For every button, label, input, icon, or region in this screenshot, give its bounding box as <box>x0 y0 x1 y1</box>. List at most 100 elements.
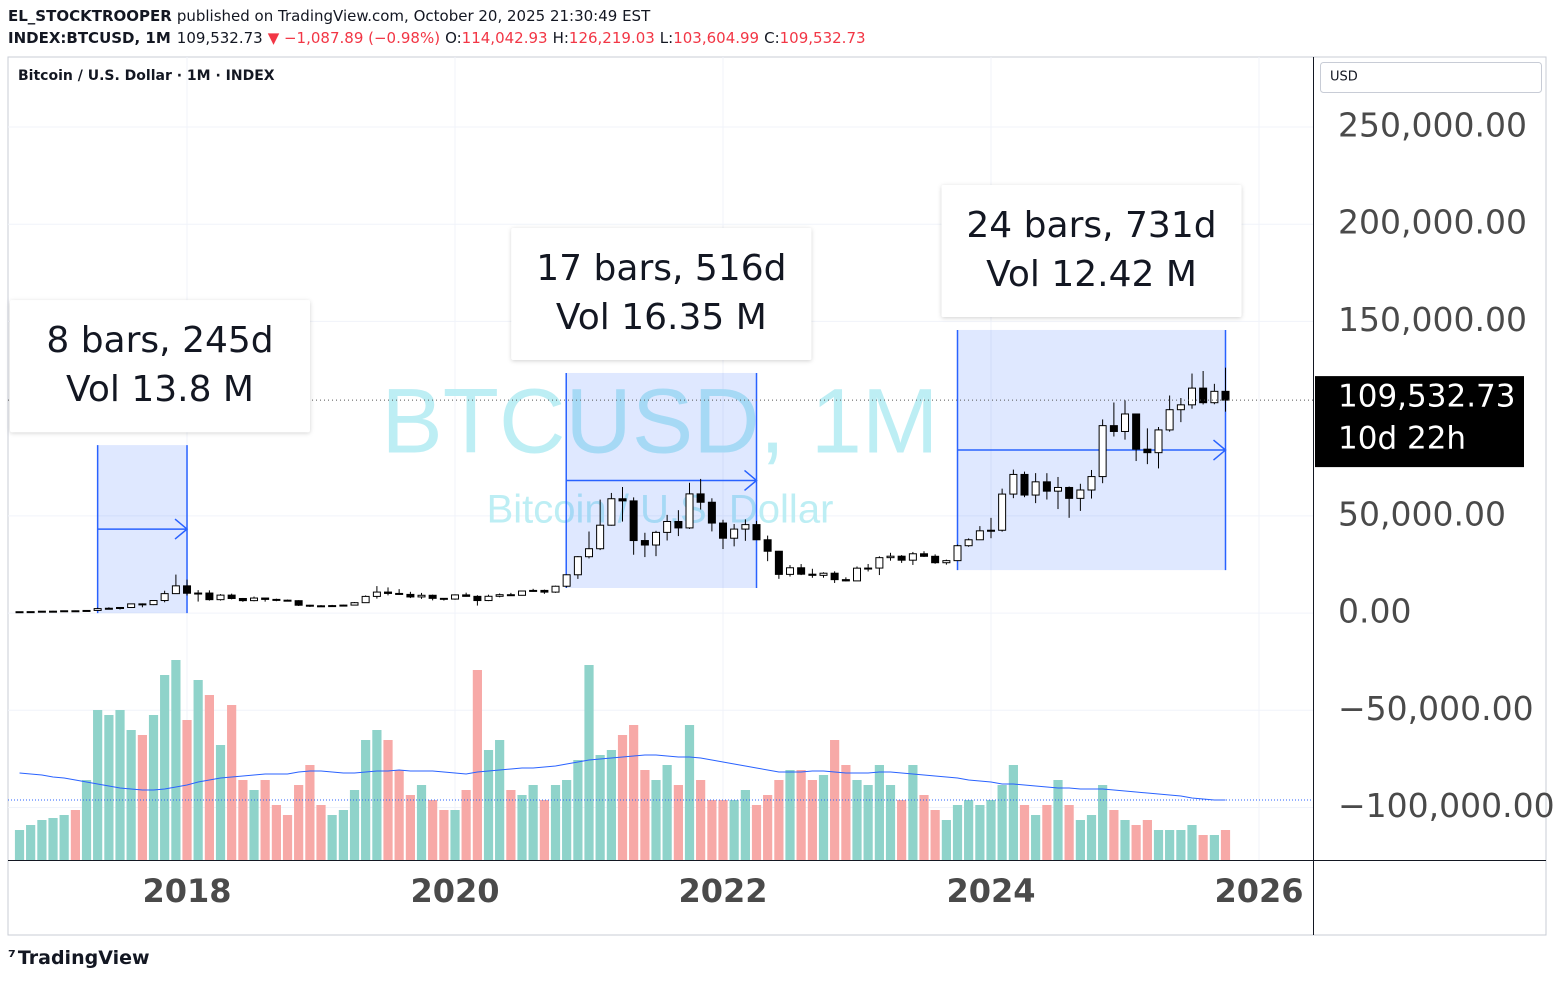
volume-bar <box>1220 830 1231 860</box>
volume-bar <box>874 765 884 860</box>
candle-body <box>372 591 381 597</box>
volume-bar <box>48 818 58 860</box>
candle-body <box>116 606 125 609</box>
volume-bar <box>126 730 136 860</box>
y-tick-label: −100,000.00 <box>1338 786 1555 825</box>
watermark-name: Bitcoin / U.S. Dollar <box>487 488 834 532</box>
candle-body <box>1199 387 1208 404</box>
volume-bar <box>1165 830 1175 860</box>
candle-body <box>439 597 448 600</box>
candle-body <box>417 594 426 598</box>
candle-body <box>1098 425 1107 478</box>
measure-label: Vol 12.42 M <box>986 254 1197 295</box>
volume-bar <box>1019 805 1030 860</box>
volume-bar <box>450 810 460 860</box>
volume-bar <box>294 785 304 860</box>
candle-body <box>1054 486 1063 492</box>
ohlc-label: C: <box>764 29 780 47</box>
volume-bar <box>14 830 25 860</box>
volume-bar <box>227 705 237 860</box>
measure-label-box <box>10 300 310 433</box>
candle-body <box>551 585 560 593</box>
volume-bar <box>472 670 482 860</box>
candle-body <box>864 567 873 570</box>
currency-box[interactable] <box>1320 62 1542 93</box>
volume-bar <box>37 820 47 860</box>
volume-bar <box>405 795 415 860</box>
candle-body <box>1132 413 1141 450</box>
candle-body <box>607 498 616 526</box>
candle-body <box>350 602 359 606</box>
x-tick-label: 2022 <box>678 872 767 910</box>
volume-bar <box>394 770 404 860</box>
y-tick-label: 150,000.00 <box>1338 300 1527 339</box>
volume-bar <box>629 725 639 860</box>
publisher: EL_STOCKTROOPER <box>8 7 172 25</box>
candle-body <box>797 567 806 575</box>
volume-bar <box>584 665 594 860</box>
candle-body <box>752 524 761 541</box>
candle-body <box>1042 481 1051 492</box>
candle-body <box>540 589 549 593</box>
volume-bar <box>841 765 851 860</box>
volume-bar <box>204 695 214 860</box>
candle-body <box>897 555 906 561</box>
volume-bar <box>316 805 326 860</box>
watermark: BTCUSD, 1M Bitcoin / U.S. Dollar <box>381 370 938 531</box>
volume-bar <box>428 800 438 860</box>
candle-body <box>428 594 437 599</box>
plot <box>8 329 1313 860</box>
volume-bar <box>830 740 840 860</box>
candle-body <box>60 610 69 613</box>
x-tick-label: 2026 <box>1214 872 1303 910</box>
measure-label-box <box>941 184 1242 317</box>
candle-body <box>1009 473 1018 495</box>
volume-bar <box>1031 815 1041 860</box>
candle-body <box>808 573 817 576</box>
candle-body <box>194 592 203 595</box>
candle-body <box>1165 409 1174 431</box>
measure-arrow <box>97 518 189 540</box>
candle-body <box>518 590 527 596</box>
volume-bar <box>595 755 605 860</box>
volume-bar <box>271 805 281 860</box>
candle-body <box>149 600 158 606</box>
candle-body <box>853 567 862 582</box>
measure-label: 8 bars, 245d <box>46 320 273 361</box>
volume-bar <box>908 765 918 860</box>
candle-body <box>663 520 672 533</box>
volume-bar <box>182 720 192 860</box>
candle-body <box>205 592 214 601</box>
measure-label: 17 bars, 516d <box>536 248 786 289</box>
volume-bar <box>975 805 985 860</box>
candle-body <box>942 560 951 564</box>
volume-bar <box>238 780 248 860</box>
volume-bar <box>651 780 661 860</box>
volume-bar <box>1064 805 1074 860</box>
candle-body <box>484 595 493 602</box>
volume-bar <box>573 760 583 860</box>
candle-body <box>82 609 91 612</box>
volume-bar <box>662 765 672 860</box>
volume-bar <box>707 800 717 860</box>
volume-ma-line <box>19 754 1226 801</box>
volume-bar <box>964 800 974 860</box>
candle-body <box>183 585 192 594</box>
currency: USD <box>1330 70 1358 85</box>
volume-bar <box>785 770 795 860</box>
symbol: INDEX:BTCUSD, 1M <box>8 29 171 47</box>
volume-bar <box>1153 830 1164 860</box>
candle-body <box>562 574 571 587</box>
ohlc-label: L: <box>660 29 673 47</box>
candle-body <box>931 555 940 564</box>
volume-bar <box>684 725 695 860</box>
ohlc-value: 109,532.73 <box>780 29 866 47</box>
volume-bar <box>461 790 471 860</box>
volume-bar <box>1053 780 1063 860</box>
candle-body <box>93 608 102 611</box>
ohlc-label: H: <box>553 29 569 47</box>
volume-bar <box>740 790 750 860</box>
volume-bar <box>171 660 181 860</box>
volume-bar <box>1109 810 1119 860</box>
volume-bar <box>1098 785 1108 860</box>
